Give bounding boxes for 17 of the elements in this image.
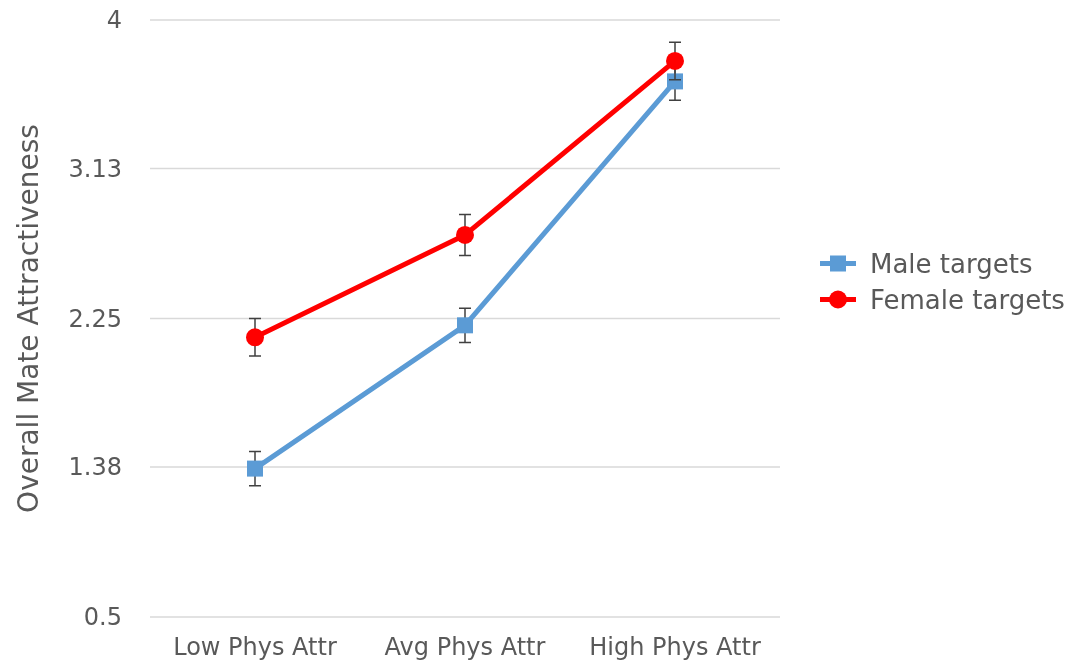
y-tick-label: 4 bbox=[106, 6, 122, 35]
x-tick-label: Low Phys Attr bbox=[173, 633, 337, 661]
y-tick-label: 2.25 bbox=[68, 304, 122, 333]
legend-label: Male targets bbox=[870, 248, 1033, 279]
x-tick-label: Avg Phys Attr bbox=[384, 633, 546, 661]
legend-label: Female targets bbox=[870, 284, 1065, 315]
y-tick-label: 1.38 bbox=[68, 453, 122, 482]
point bbox=[457, 317, 473, 334]
point bbox=[246, 328, 264, 347]
point bbox=[667, 73, 683, 90]
y-tick-label: 0.5 bbox=[83, 603, 122, 632]
y-tick-label: 3.13 bbox=[68, 154, 122, 183]
y-axis-title: Overall Mate Attractiveness bbox=[12, 124, 45, 513]
point bbox=[666, 51, 684, 70]
point bbox=[247, 460, 263, 477]
point bbox=[456, 225, 474, 244]
x-tick-label: High Phys Attr bbox=[589, 633, 761, 661]
